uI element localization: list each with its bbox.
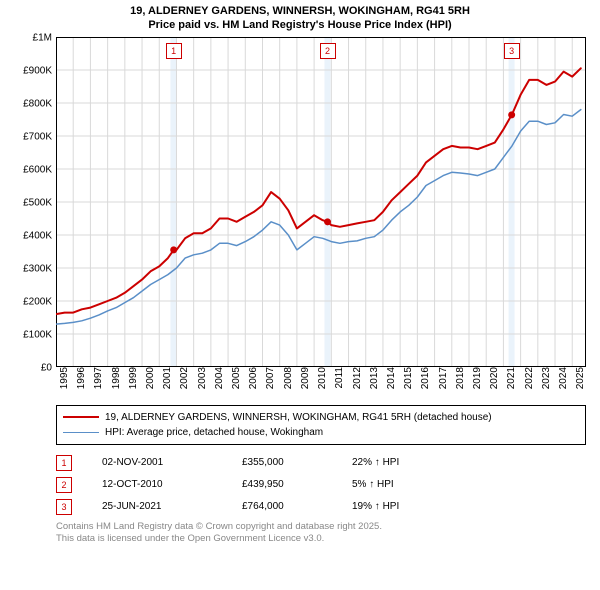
chart-area: 123 £0£100K£200K£300K£400K£500K£600K£700… xyxy=(56,37,586,397)
title-line-2: Price paid vs. HM Land Registry's House … xyxy=(8,18,592,32)
chart-title: 19, ALDERNEY GARDENS, WINNERSH, WOKINGHA… xyxy=(8,4,592,33)
event-row: 3 25-JUN-2021 £764,000 19% ↑ HPI xyxy=(56,499,586,515)
y-tick-label: £900K xyxy=(23,65,52,76)
attribution: Contains HM Land Registry data © Crown c… xyxy=(56,521,586,546)
plot-svg xyxy=(56,37,586,367)
event-delta: 22% ↑ HPI xyxy=(352,457,442,468)
event-marker-box: 3 xyxy=(504,43,520,59)
event-row: 2 12-OCT-2010 £439,950 5% ↑ HPI xyxy=(56,477,586,493)
event-price: £764,000 xyxy=(242,501,322,512)
attrib-line-1: Contains HM Land Registry data © Crown c… xyxy=(56,521,586,533)
y-tick-label: £1M xyxy=(33,32,52,43)
title-line-1: 19, ALDERNEY GARDENS, WINNERSH, WOKINGHA… xyxy=(8,4,592,18)
legend-label: HPI: Average price, detached house, Woki… xyxy=(105,425,323,440)
event-price: £355,000 xyxy=(242,457,322,468)
events-table: 1 02-NOV-2001 £355,000 22% ↑ HPI 2 12-OCT-201… xyxy=(56,455,586,515)
y-tick-label: £600K xyxy=(23,164,52,175)
legend-label: 19, ALDERNEY GARDENS, WINNERSH, WOKINGHA… xyxy=(105,410,492,425)
plot-region: 123 £0£100K£200K£300K£400K£500K£600K£700… xyxy=(56,37,586,367)
y-tick-label: £0 xyxy=(41,362,52,373)
attrib-line-2: This data is licensed under the Open Gov… xyxy=(56,533,586,545)
event-marker-box: 2 xyxy=(320,43,336,59)
y-tick-label: £500K xyxy=(23,197,52,208)
event-date: 25-JUN-2021 xyxy=(102,501,212,512)
event-number-box: 3 xyxy=(56,499,72,515)
event-price: £439,950 xyxy=(242,479,322,490)
legend-item: 19, ALDERNEY GARDENS, WINNERSH, WOKINGHA… xyxy=(63,410,579,425)
legend-swatch xyxy=(63,416,99,418)
x-tick-label: 2025 xyxy=(575,367,600,389)
y-tick-label: £400K xyxy=(23,230,52,241)
event-number-box: 1 xyxy=(56,455,72,471)
legend-swatch xyxy=(63,432,99,433)
event-date: 12-OCT-2010 xyxy=(102,479,212,490)
event-delta: 19% ↑ HPI xyxy=(352,501,442,512)
event-marker-box: 1 xyxy=(166,43,182,59)
y-tick-label: £100K xyxy=(23,329,52,340)
legend: 19, ALDERNEY GARDENS, WINNERSH, WOKINGHA… xyxy=(56,405,586,445)
y-tick-label: £200K xyxy=(23,296,52,307)
legend-item: HPI: Average price, detached house, Woki… xyxy=(63,425,579,440)
y-tick-label: £700K xyxy=(23,131,52,142)
event-delta: 5% ↑ HPI xyxy=(352,479,442,490)
y-tick-label: £300K xyxy=(23,263,52,274)
event-date: 02-NOV-2001 xyxy=(102,457,212,468)
event-number-box: 2 xyxy=(56,477,72,493)
event-row: 1 02-NOV-2001 £355,000 22% ↑ HPI xyxy=(56,455,586,471)
y-tick-label: £800K xyxy=(23,98,52,109)
x-axis: 1995199619971998199920002001200220032004… xyxy=(56,367,586,397)
